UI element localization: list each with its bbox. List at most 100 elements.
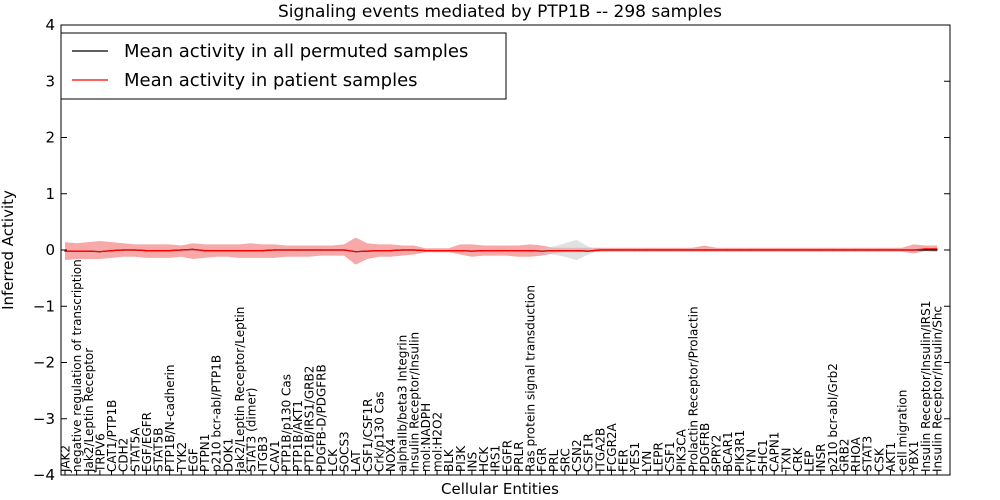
patient-point <box>296 249 299 251</box>
x-tick-label: negative regulation of transcription <box>70 259 84 472</box>
x-tick-label: CSF1/CSF1R <box>361 399 375 472</box>
x-tick-label: CAPN1 <box>768 432 782 472</box>
patient-point <box>773 249 775 251</box>
y-tick-label: 0 <box>45 241 55 259</box>
x-tick-label: JAK2 <box>59 445 73 473</box>
x-tick-label: PTP1B/IRS1/GRB2 <box>303 366 317 472</box>
patient-point <box>552 250 554 252</box>
patient-point <box>238 250 240 252</box>
patient-point <box>308 249 310 251</box>
patient-point <box>599 249 601 251</box>
patient-point <box>64 250 66 252</box>
y-tick-label: 2 <box>45 129 55 147</box>
x-tick-label: SHC1 <box>756 439 770 472</box>
patient-point <box>169 250 171 252</box>
patient-point <box>320 249 322 251</box>
patient-point <box>145 250 147 252</box>
patient-point <box>669 249 671 251</box>
x-tick-label: ITGB3 <box>256 436 270 472</box>
x-tick-label: PIK3R1 <box>733 430 747 472</box>
patient-point <box>506 250 508 252</box>
x-tick-label: PIK3CA <box>675 428 689 472</box>
line-layer <box>64 248 938 253</box>
patient-point <box>785 249 787 251</box>
patient-point <box>378 250 380 252</box>
patient-point <box>576 250 578 252</box>
x-tick-label: PRLR <box>512 441 526 472</box>
patient-point <box>227 250 229 252</box>
x-tick-label: YES1 <box>628 442 642 473</box>
patient-point <box>355 251 357 253</box>
x-tick-label: SOCS3 <box>338 431 352 472</box>
x-tick-label: CSF1R <box>582 433 596 472</box>
x-tick-label: PTPN1 <box>198 434 212 472</box>
patient-point <box>750 249 752 251</box>
x-tick-label: Crk/p130 Cas <box>372 391 386 472</box>
patient-point <box>76 250 78 252</box>
patient-point <box>262 250 264 252</box>
y-tick-label: −1 <box>33 297 55 315</box>
x-axis-label: Cellular Entities <box>441 480 559 498</box>
patient-point <box>157 250 159 252</box>
x-tick-label: BCAR1 <box>721 431 735 472</box>
patient-point <box>715 249 717 251</box>
patient-point <box>436 250 438 252</box>
x-tick-label: STAT3 <box>861 436 875 472</box>
x-tick-label: PDGFB-D/PDGFRB <box>314 364 328 472</box>
patient-point <box>680 249 682 251</box>
patient-point <box>99 251 101 253</box>
patient-point <box>366 250 368 252</box>
x-tick-label: CRK <box>791 446 805 472</box>
x-tick-label: LAT <box>349 450 363 472</box>
x-tick-label: CAT1/PTP1B <box>105 400 119 472</box>
x-tick-label: CDH2 <box>117 438 131 472</box>
patient-point <box>110 250 113 252</box>
x-tick-label: NOX4 <box>384 438 398 472</box>
chart-title: Signaling events mediated by PTP1B -- 29… <box>278 2 722 22</box>
patient-point <box>122 249 124 251</box>
x-tick-label: p210 bcr-abl/PTP1B <box>210 355 224 472</box>
x-tick-label: SRC <box>558 448 572 472</box>
x-tick-label: FYN <box>744 449 758 472</box>
legend-label-permuted: Mean activity in all permuted samples <box>124 41 468 62</box>
patient-point <box>331 249 333 251</box>
patient-point <box>180 249 182 251</box>
patient-point <box>703 249 706 251</box>
patient-point <box>855 249 857 251</box>
x-tick-label: alphaIIb/beta3 Integrin <box>396 335 410 472</box>
x-tick-label: CSK <box>872 447 886 472</box>
patient-point <box>203 250 206 252</box>
x-tick-label: cell migration <box>896 390 910 472</box>
x-tick-label: Jak2/Leptin Receptor <box>82 348 96 473</box>
legend: Mean activity in all permuted samples Me… <box>60 32 507 100</box>
x-tick-label: CAV1 <box>268 440 282 472</box>
patient-point <box>692 249 694 251</box>
x-tick-label: p210 bcr-abl/Grb2 <box>826 363 840 472</box>
patient-point <box>87 250 89 252</box>
patient-point <box>471 250 473 252</box>
patient-point <box>517 250 520 252</box>
x-tick-label: FER <box>617 449 631 472</box>
patient-point <box>924 248 927 250</box>
patient-point <box>448 250 450 252</box>
patient-point <box>424 250 426 252</box>
patient-point <box>273 249 275 251</box>
patient-point <box>587 250 589 252</box>
patient-point <box>459 250 461 252</box>
patient-point <box>831 249 834 251</box>
x-tick-label: FGR <box>535 447 549 472</box>
x-tick-label: ITGA2B <box>593 428 607 472</box>
patient-point <box>820 249 822 251</box>
patient-point <box>866 249 868 251</box>
patient-point <box>215 250 217 252</box>
x-tick-label: mol:H2O2 <box>431 412 445 472</box>
y-axis-label: Inferred Activity <box>0 190 17 310</box>
patient-point <box>192 248 194 250</box>
x-tick-label: PTP1B/p130 Cas <box>279 374 293 472</box>
x-tick-label: GRB2 <box>837 438 851 472</box>
x-tick-label: PTP1B/AKT1 <box>291 400 305 472</box>
legend-label-patient: Mean activity in patient samples <box>124 70 418 91</box>
patient-point <box>889 249 892 251</box>
x-tick-label: TRPV6 <box>93 433 107 473</box>
